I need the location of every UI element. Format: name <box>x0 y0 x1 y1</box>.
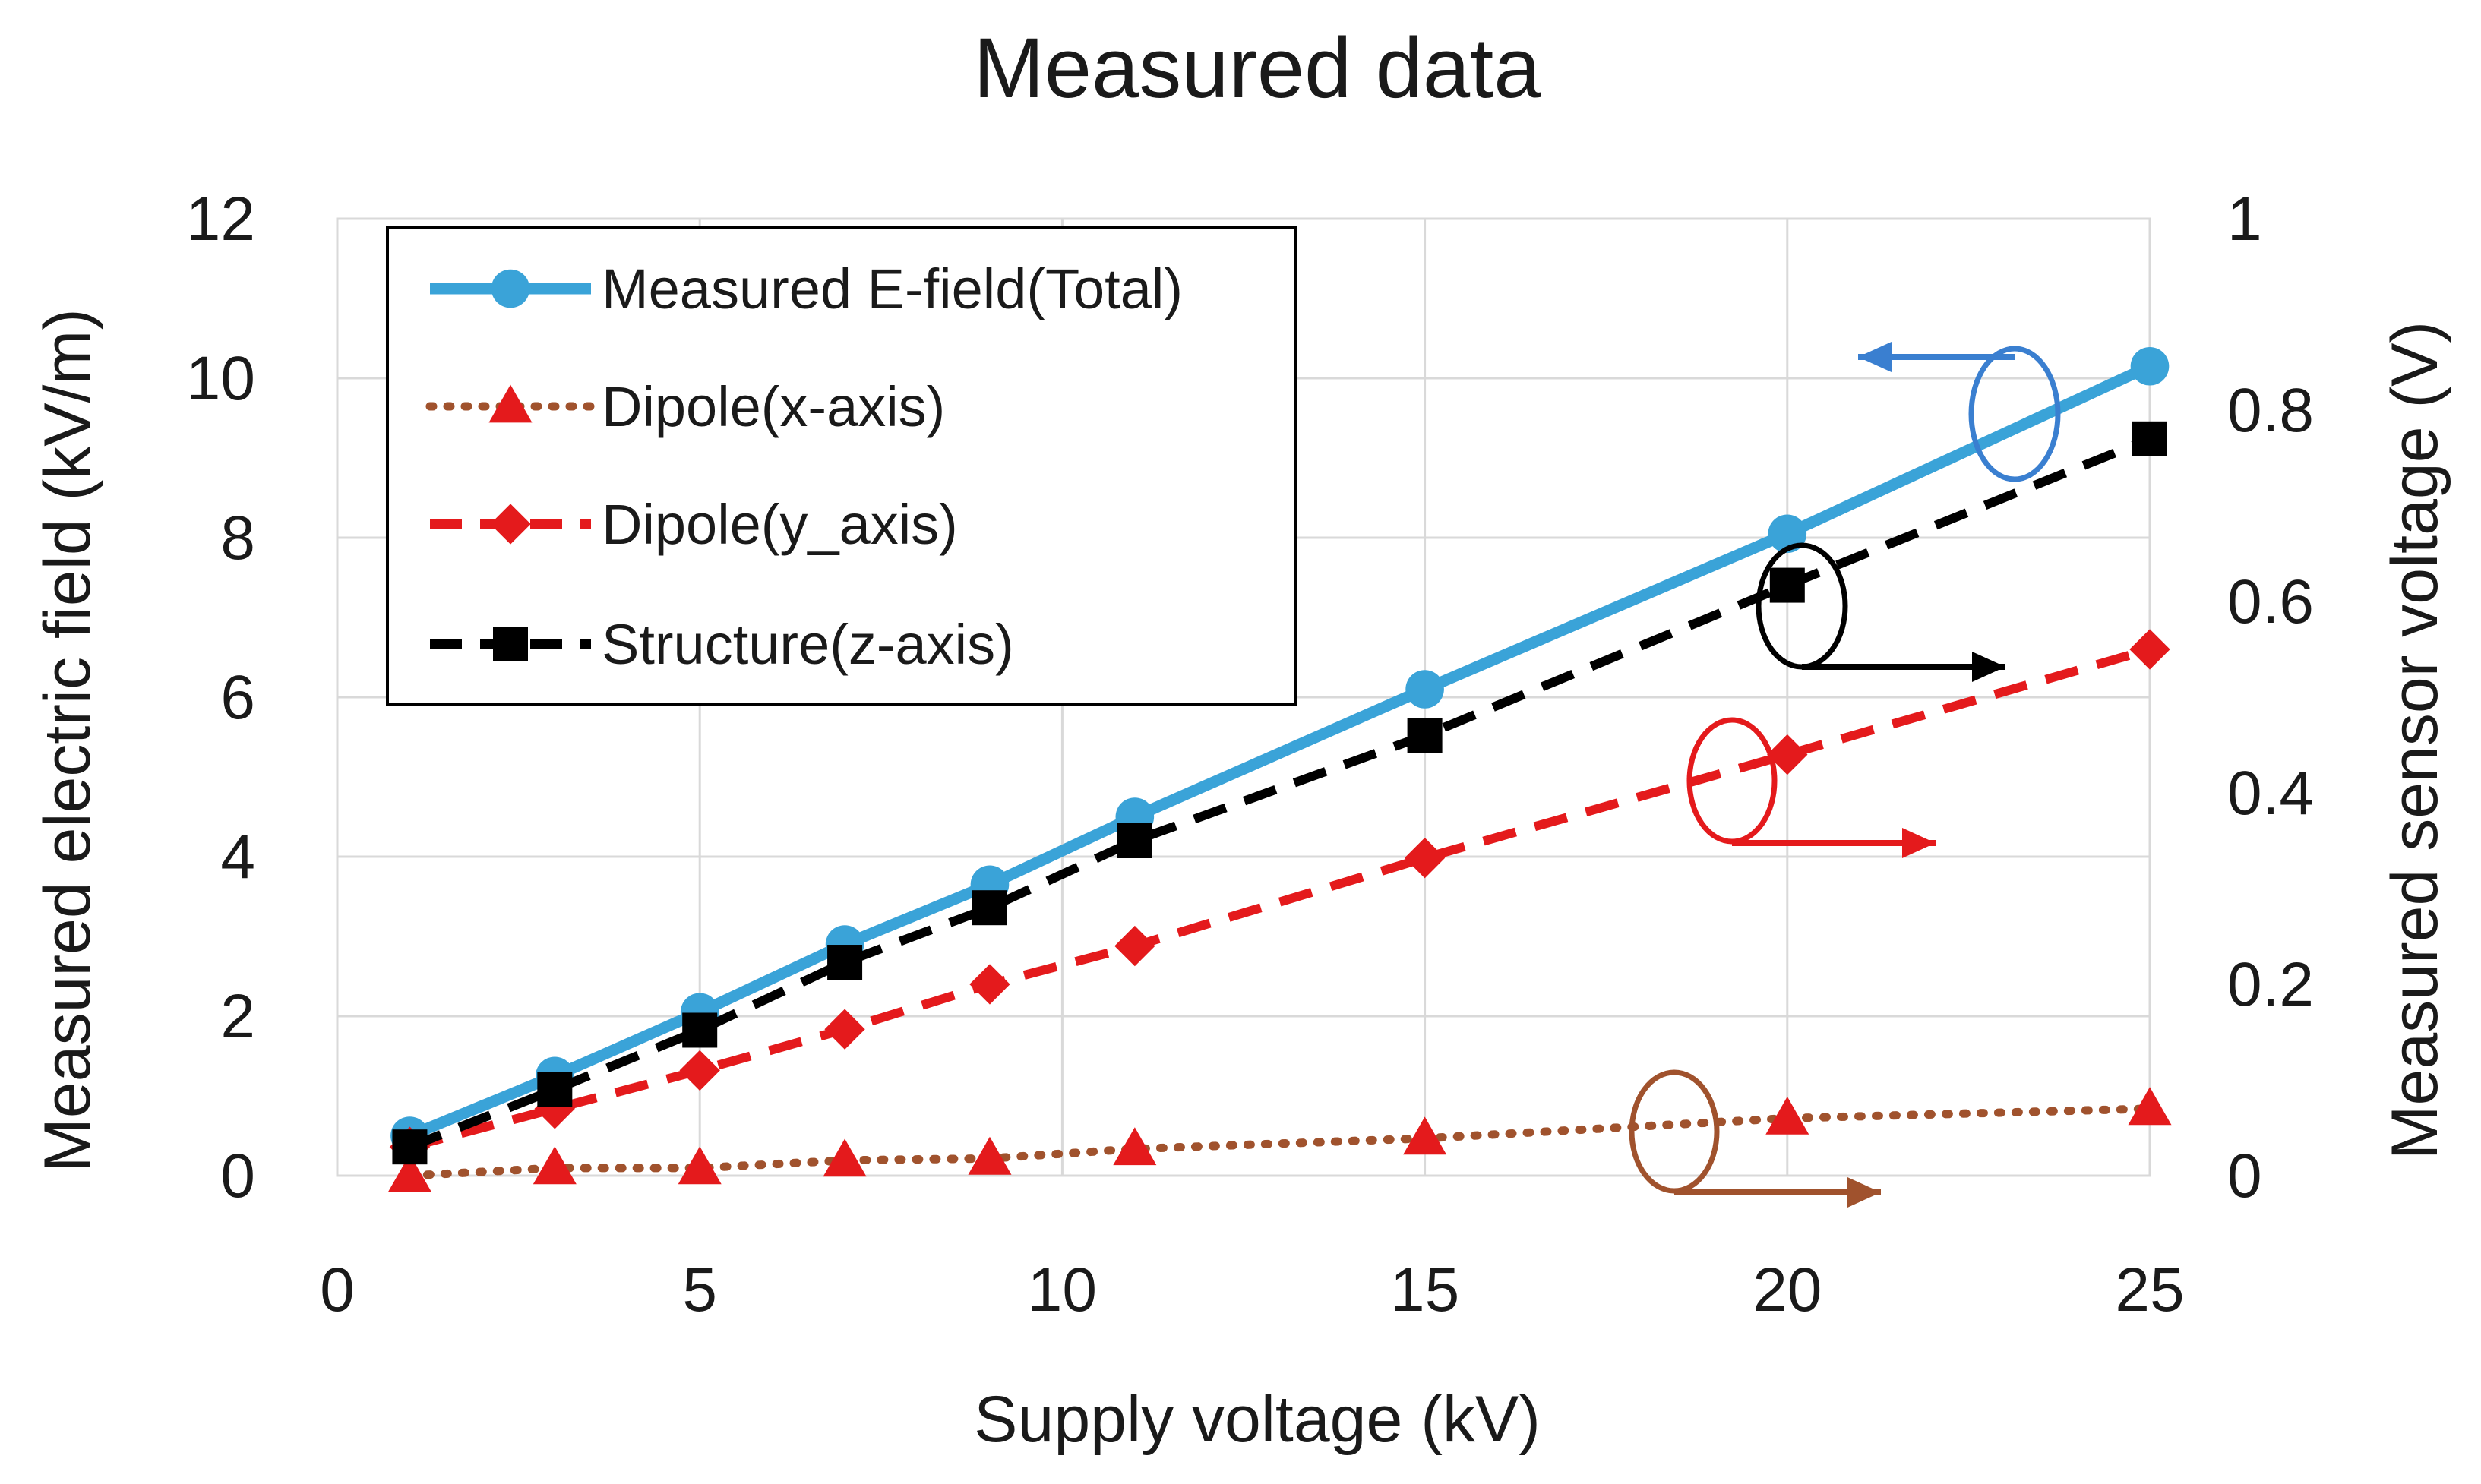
y-axis-title: Measured electric field (kV/m) <box>31 308 104 1172</box>
y-tick-label: 8 <box>220 504 255 573</box>
legend-item: Structure(z-axis) <box>430 613 1014 676</box>
series-3 <box>392 421 2167 1165</box>
brown-ellipse-arrow <box>1674 1177 1881 1208</box>
black-ellipse-arrow <box>1802 652 2005 682</box>
red-ellipse-arrow <box>1732 828 1936 858</box>
data-point <box>537 1072 573 1107</box>
blue-ellipse-arrow <box>1858 342 2015 372</box>
y2-tick-label: 0.8 <box>2227 376 2314 445</box>
data-point <box>678 1146 722 1185</box>
legend-label: Dipole(y_axis) <box>602 493 958 556</box>
y2-tick-label: 0 <box>2227 1141 2262 1211</box>
x-tick-label: 25 <box>2115 1255 2184 1325</box>
legend-swatch-marker <box>493 627 528 661</box>
data-point <box>2130 346 2170 386</box>
data-point <box>2129 629 2170 670</box>
legend: Measured E-field(Total) Dipole(x-axis) Dip… <box>386 226 1297 706</box>
data-point <box>1404 838 1446 879</box>
blue-ellipse <box>1968 346 2061 482</box>
data-point <box>968 1136 1012 1175</box>
x-axis-ticks: 0 5 10 15 20 25 <box>320 1255 2184 1325</box>
series-layer <box>387 346 2172 1192</box>
series-1 <box>387 1087 2172 1192</box>
y-tick-label: 6 <box>220 663 255 732</box>
series-line <box>408 434 2152 1151</box>
data-point <box>1117 823 1152 858</box>
y-tick-label: 4 <box>220 823 255 892</box>
data-point <box>682 1012 718 1048</box>
legend-swatch-marker <box>488 384 533 423</box>
data-point <box>2132 421 2167 456</box>
data-point <box>823 1138 867 1177</box>
data-point <box>824 1009 865 1050</box>
y2-tick-label: 0.2 <box>2227 950 2314 1019</box>
y2-tick-label: 0.4 <box>2227 759 2314 828</box>
data-point <box>533 1146 577 1185</box>
data-point <box>1769 567 1805 603</box>
y2-tick-label: 0.6 <box>2227 567 2314 636</box>
legend-label: Measured E-field(Total) <box>602 257 1183 320</box>
plot-area <box>336 217 2151 1177</box>
y-tick-label: 2 <box>220 982 255 1051</box>
y-tick-label: 10 <box>186 344 255 413</box>
data-point <box>387 1154 431 1192</box>
y-tick-label: 0 <box>220 1141 255 1211</box>
y2-axis-title: Measured sensor voltage (V) <box>2378 321 2451 1160</box>
x-tick-label: 5 <box>682 1255 717 1325</box>
data-point <box>1767 734 1808 775</box>
data-point <box>1405 670 1444 709</box>
x-tick-label: 10 <box>1028 1255 1097 1325</box>
legend-item: Measured E-field(Total) <box>430 257 1183 320</box>
data-point <box>679 1050 720 1091</box>
legend-item: Dipole(y_axis) <box>430 493 958 556</box>
legend-label: Dipole(x-axis) <box>602 375 945 438</box>
data-point <box>392 1129 428 1165</box>
x-tick-label: 15 <box>1390 1255 1459 1325</box>
data-point <box>1407 718 1443 753</box>
data-point <box>972 890 1007 926</box>
x-tick-label: 20 <box>1753 1255 1822 1325</box>
legend-item: Dipole(x-axis) <box>425 375 945 438</box>
x-tick-label: 0 <box>320 1255 355 1325</box>
chart-title: Measured data <box>973 21 1541 115</box>
legend-swatch-marker <box>490 504 531 545</box>
annotation-layer <box>1629 342 2061 1208</box>
legend-label: Structure(z-axis) <box>602 613 1014 676</box>
data-point <box>534 1088 575 1129</box>
data-point <box>2128 1087 2172 1126</box>
y2-axis-ticks: 0 0.2 0.4 0.6 0.8 1 <box>2227 185 2314 1211</box>
data-point <box>1403 1116 1447 1155</box>
y-axis-ticks: 0 2 4 6 8 10 12 <box>186 185 255 1211</box>
data-point <box>827 945 863 980</box>
legend-box <box>386 226 1297 706</box>
data-point <box>1114 925 1155 967</box>
legend-swatch-marker <box>491 269 530 308</box>
data-point <box>1765 1096 1809 1135</box>
y2-tick-label: 1 <box>2227 185 2262 254</box>
y-tick-label: 12 <box>186 185 255 254</box>
data-point <box>969 964 1010 1005</box>
data-point <box>1113 1127 1157 1166</box>
x-axis-title: Supply voltage (kV) <box>974 1383 1541 1456</box>
